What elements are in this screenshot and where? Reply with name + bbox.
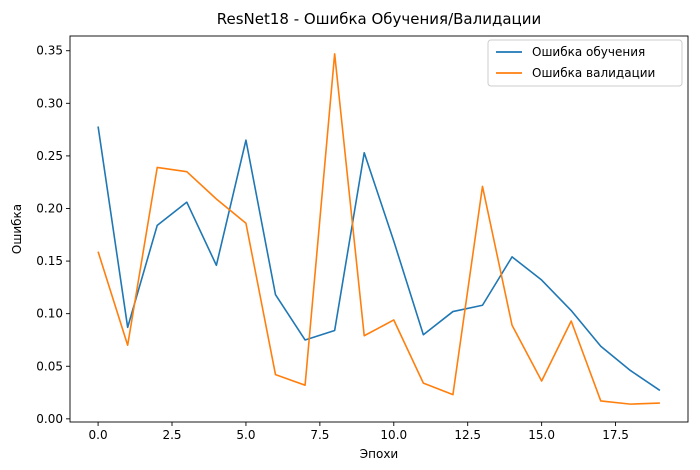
- y-tick-label: 0.20: [36, 201, 63, 215]
- series-line-0: [97, 126, 661, 392]
- legend-box: [487, 39, 683, 87]
- y-tick-label: 0.35: [36, 44, 63, 58]
- y-axis: 0.00 0.05 0.10 0.15 0.20 0.25 0.30 0.35: [36, 44, 70, 426]
- series-line-1: [97, 53, 660, 405]
- y-tick-label: 0.25: [36, 149, 63, 163]
- y-tick-label: 0.05: [36, 359, 63, 373]
- x-tick-label: 17.5: [602, 428, 629, 442]
- plot-frame: [69, 35, 689, 423]
- x-tick-label: 5.0: [236, 428, 255, 442]
- legend-label: Ошибка обучения: [532, 45, 645, 59]
- x-tick-label: 12.5: [454, 428, 481, 442]
- x-axis: 0.0 2.5 5.0 7.5 10.0 12.5 15.0 17.5: [89, 422, 629, 442]
- y-tick-label: 0.00: [36, 412, 63, 426]
- y-tick-label: 0.30: [36, 96, 63, 110]
- x-tick-label: 10.0: [380, 428, 407, 442]
- legend: Ошибка обучения Ошибка валидации: [487, 39, 683, 87]
- x-tick-label: 2.5: [162, 428, 181, 442]
- x-tick-label: 15.0: [528, 428, 555, 442]
- y-tick-label: 0.15: [36, 254, 63, 268]
- chart-title: ResNet18 - Ошибка Обучения/Валидации: [217, 10, 541, 28]
- x-tick-label: 0.0: [89, 428, 108, 442]
- plot-area: [69, 35, 689, 423]
- x-tick-label: 7.5: [310, 428, 329, 442]
- y-tick-label: 0.10: [36, 307, 63, 321]
- legend-label: Ошибка валидации: [532, 66, 655, 80]
- y-axis-label: Ошибка: [10, 204, 24, 254]
- x-axis-label: Эпохи: [360, 447, 398, 461]
